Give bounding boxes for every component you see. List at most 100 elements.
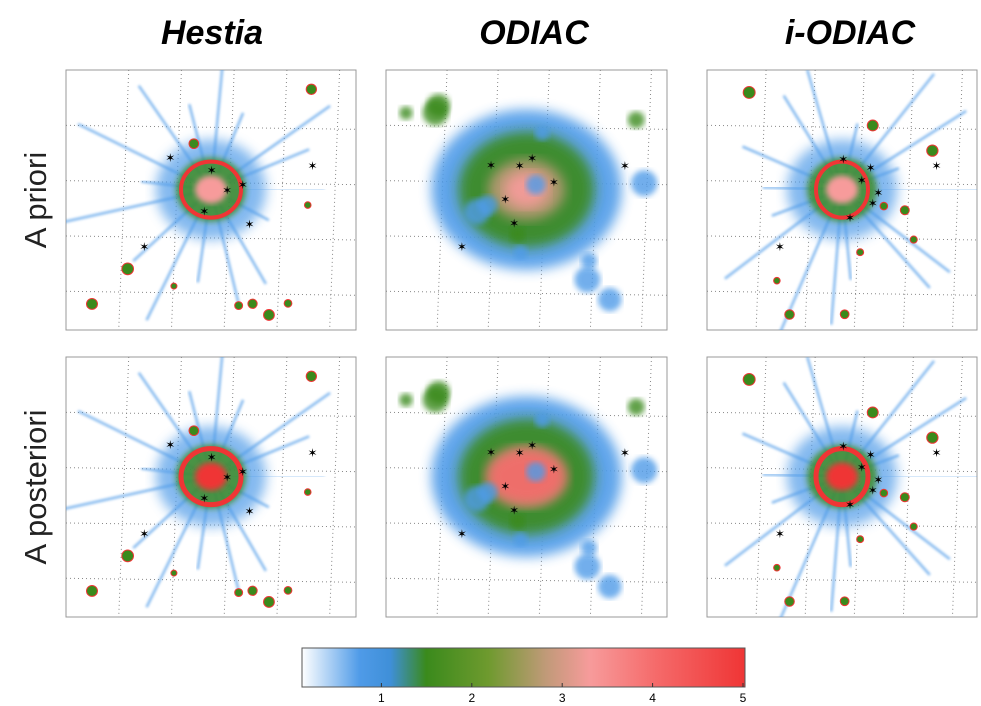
station: ✶ (868, 197, 878, 211)
colorbar-tick-label: 4 (649, 691, 656, 705)
emission (486, 448, 567, 505)
map-grid (118, 357, 130, 617)
station: ✶ (838, 152, 848, 166)
map-grid (951, 70, 963, 330)
map-content: ✶✶✶✶✶✶✶✶ (707, 357, 977, 638)
emission (247, 298, 258, 309)
map-grid (386, 577, 667, 583)
emission (526, 462, 546, 482)
map-grid (538, 70, 550, 330)
colorbar-tick-label: 2 (468, 691, 475, 705)
emission (247, 585, 258, 596)
station: ✶ (165, 151, 175, 165)
map-grid (804, 70, 816, 330)
station: ✶ (457, 527, 467, 541)
emission (283, 585, 293, 595)
station: ✶ (549, 462, 559, 476)
station: ✶ (931, 159, 941, 173)
column-title: i-ODIAC (785, 14, 916, 52)
emission (826, 175, 858, 204)
emission (263, 596, 275, 608)
emission (926, 431, 939, 444)
map-grid (386, 290, 667, 296)
map-grid (707, 347, 977, 351)
emission (399, 106, 413, 120)
emission (464, 485, 491, 512)
map-grid (902, 357, 914, 617)
station: ✶ (307, 446, 317, 460)
colorbar-tick-label: 5 (740, 691, 747, 705)
emission (627, 111, 645, 129)
map-grid (755, 70, 767, 330)
column-title: Hestia (161, 14, 263, 52)
station: ✶ (620, 159, 630, 173)
station: ✶ (515, 159, 525, 173)
station: ✶ (222, 183, 232, 197)
station: ✶ (238, 465, 248, 479)
station: ✶ (509, 503, 519, 517)
station: ✶ (222, 470, 232, 484)
emission (283, 298, 293, 308)
emission (866, 119, 879, 132)
map-grid (329, 357, 341, 617)
row-label: A posteriori (18, 409, 53, 564)
map-grid (538, 357, 550, 617)
station: ✶ (500, 480, 510, 494)
station: ✶ (866, 161, 876, 175)
map-grid (951, 357, 963, 617)
station: ✶ (486, 445, 496, 459)
emission (574, 553, 601, 580)
station: ✶ (620, 446, 630, 460)
map-content: ✶✶✶✶✶✶✶✶ (386, 70, 667, 330)
map-grid (386, 634, 667, 638)
emission (509, 513, 526, 530)
emission (188, 138, 200, 150)
station: ✶ (139, 527, 149, 541)
row-label: A priori (18, 152, 53, 248)
map-grid (66, 235, 356, 241)
emission (879, 488, 889, 498)
map-grid (66, 290, 356, 296)
station: ✶ (139, 240, 149, 254)
map-grid (755, 357, 767, 617)
map-grid (66, 124, 356, 130)
emission (909, 522, 918, 531)
emission (170, 282, 178, 290)
emission (195, 175, 227, 204)
emission (773, 276, 781, 285)
station: ✶ (486, 158, 496, 172)
station: ✶ (866, 448, 876, 462)
emission (627, 398, 645, 416)
station: ✶ (527, 151, 537, 165)
emission (234, 301, 244, 311)
map-grid (66, 180, 356, 186)
station: ✶ (775, 240, 785, 254)
emission (303, 201, 312, 209)
map-grid (640, 357, 652, 617)
map-grid (223, 357, 235, 617)
emission (195, 462, 227, 491)
map-grid (276, 70, 288, 330)
emission (305, 370, 318, 382)
emission (526, 175, 546, 195)
map-grid (118, 70, 130, 330)
map-grid (707, 634, 977, 638)
map-grid (66, 411, 356, 417)
map-grid (853, 357, 865, 617)
map-panel: ✶✶✶✶✶✶✶✶ (706, 69, 978, 351)
emission (784, 596, 795, 607)
emission (856, 535, 865, 544)
map-content: ✶✶✶✶✶✶✶✶ (707, 70, 977, 351)
station: ✶ (207, 450, 217, 464)
station: ✶ (238, 178, 248, 192)
map-grid (804, 357, 816, 617)
emission (581, 539, 598, 557)
emission (170, 569, 178, 577)
column-title: ODIAC (479, 14, 589, 52)
station: ✶ (873, 186, 883, 200)
emission (303, 488, 312, 496)
map-panel: ✶✶✶✶✶✶✶✶ (385, 356, 668, 638)
emission (305, 83, 318, 95)
map-panel: ✶✶✶✶✶✶✶✶ (706, 356, 978, 638)
